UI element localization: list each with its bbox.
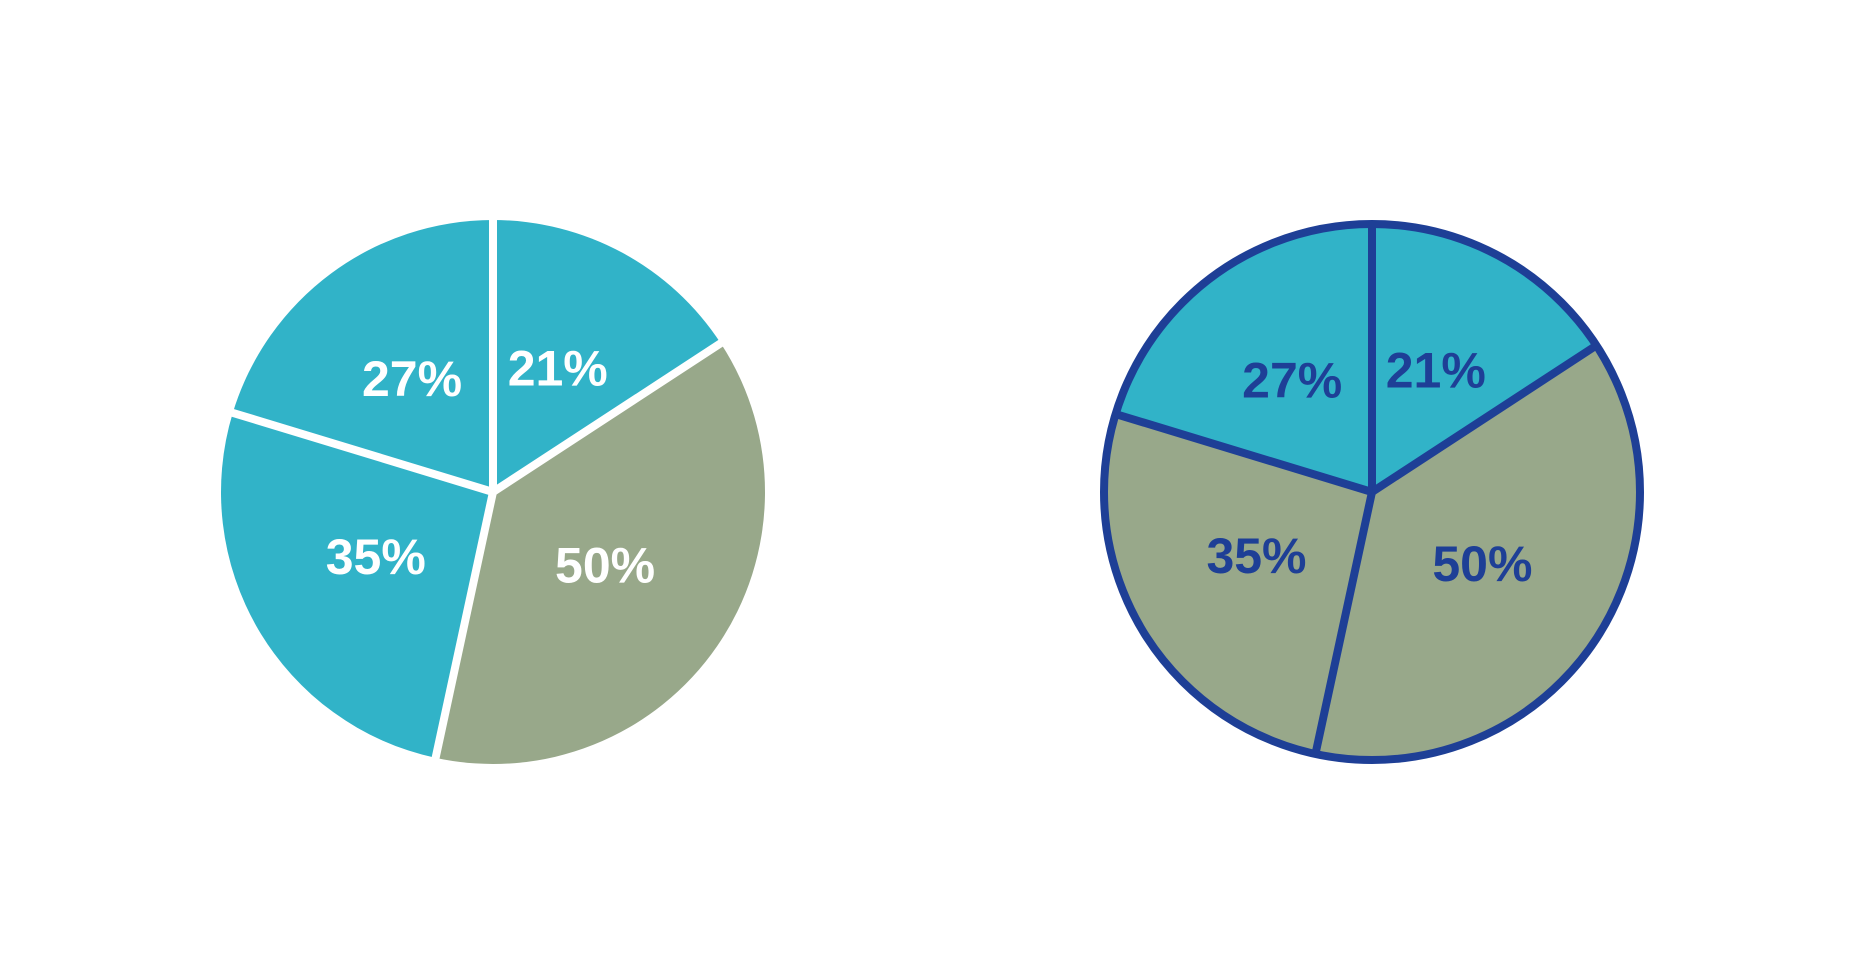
slice-divider (490, 338, 725, 496)
pie-slice (1315, 345, 1640, 761)
slice-divider (1114, 410, 1374, 496)
value-label: 50% (1432, 536, 1532, 592)
pie-slice (435, 343, 765, 764)
pie-slice (1372, 224, 1597, 492)
pie-slice (232, 220, 494, 492)
value-label: 50% (555, 537, 655, 593)
pie-slice (221, 412, 493, 758)
pie-outline (1100, 220, 1644, 764)
value-label: 21% (1386, 342, 1486, 398)
pie-slice (493, 220, 721, 492)
value-label: 21% (508, 341, 608, 397)
slice-divider (1311, 491, 1376, 755)
pie-slice (1115, 224, 1372, 492)
slice-divider (229, 408, 495, 496)
value-label: 35% (1206, 528, 1306, 584)
value-label: 27% (1242, 353, 1342, 409)
value-label: 35% (326, 529, 426, 585)
slice-divider (431, 491, 497, 761)
slice-divider (1369, 342, 1599, 496)
value-label: 27% (362, 351, 462, 407)
